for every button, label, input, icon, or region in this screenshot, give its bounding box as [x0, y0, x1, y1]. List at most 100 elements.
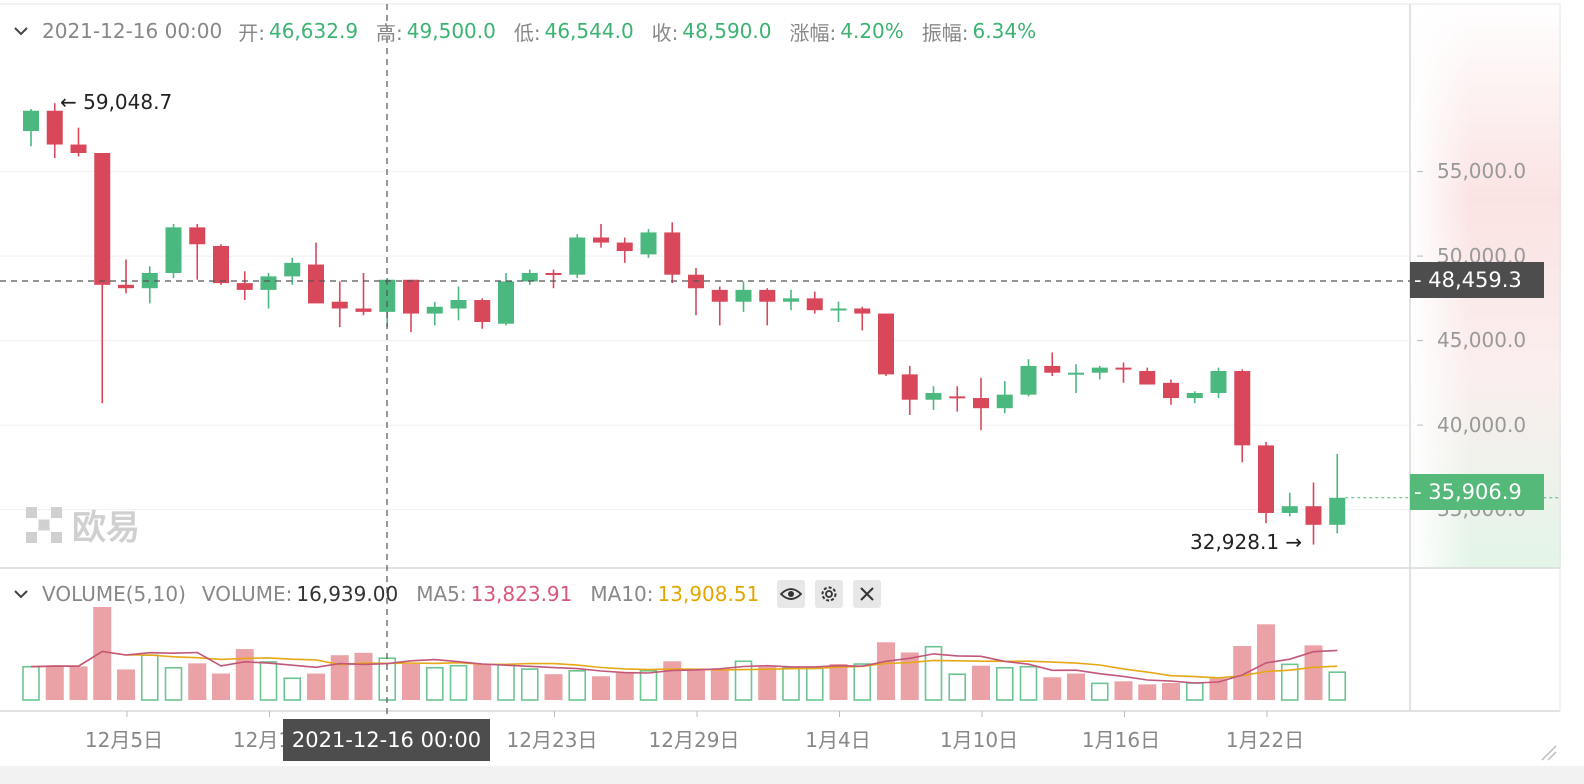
amplitude-value: 6.34% [972, 19, 1037, 43]
volume-bar [948, 673, 967, 701]
volume-bar [1114, 681, 1133, 700]
okx-logo-icon [26, 506, 62, 543]
volume-bar [544, 674, 563, 700]
watermark-text: 欧易 [72, 508, 140, 548]
candle-body [284, 262, 301, 277]
gear-icon[interactable] [815, 580, 844, 608]
candle-body [426, 306, 443, 314]
volume-bar [330, 655, 349, 700]
low-extreme-label: 32,928.1 → [1190, 530, 1303, 554]
candle-body [664, 232, 681, 275]
high-extreme-label: ← 59,048.7 [60, 90, 173, 114]
candle-body [735, 289, 752, 302]
candle-body [783, 298, 799, 302]
candle-body [403, 279, 419, 314]
candle-body [23, 110, 39, 132]
volume-bar [710, 670, 729, 700]
change-label: 涨幅: [789, 20, 837, 45]
volume-bar [829, 664, 848, 700]
volume-bar [164, 666, 183, 701]
volume-bar [1043, 677, 1062, 700]
candle-body [213, 245, 229, 284]
candle-body [1091, 367, 1108, 373]
y-tick-label: 45,000.0 [1437, 328, 1527, 352]
volume-bar [473, 664, 492, 700]
candle-body [1305, 506, 1322, 525]
volume-bar [93, 607, 112, 700]
candle-body [189, 227, 206, 245]
y-tick-label: 55,000.0 [1437, 159, 1527, 183]
volume-bar [45, 665, 64, 700]
volume-bar [734, 660, 753, 701]
volume-bar [1185, 682, 1204, 701]
candle-body [711, 289, 728, 302]
chevron-down-icon[interactable] [10, 589, 32, 599]
candle-body [308, 264, 324, 304]
volume-bar [425, 666, 444, 701]
candle-body [521, 272, 538, 282]
volume-bar [1328, 671, 1347, 701]
candle-body [1139, 371, 1156, 385]
volume-bar [1280, 663, 1299, 701]
volume-bar [615, 672, 634, 700]
candle-body [569, 237, 586, 275]
candle-body [996, 394, 1013, 409]
volume-bar [117, 669, 135, 700]
candle-body [1163, 382, 1179, 399]
volume-bar [568, 670, 587, 701]
ma5-value: 13,823.91 [470, 582, 573, 606]
x-tick-label: 12月29日 [648, 728, 740, 752]
volume-bar [69, 666, 88, 700]
low-label: 低: [513, 20, 541, 45]
candle-body [70, 144, 87, 153]
volume-bar [402, 664, 420, 700]
volume-bar [1138, 684, 1157, 700]
candle-body [331, 301, 348, 309]
chevron-down-icon[interactable] [10, 26, 32, 36]
candle-body [450, 300, 467, 309]
volume-bar [758, 666, 777, 700]
eye-icon[interactable] [777, 580, 806, 608]
ohlc-header: 2021-12-16 00:00 开: 46,632.9 高: 49,500.0… [10, 16, 1054, 46]
x-tick-label: 1月10日 [939, 728, 1019, 752]
x-tick-label: 1月16日 [1081, 728, 1161, 752]
candle-body [141, 272, 158, 289]
candle-body [973, 398, 989, 409]
volume-bar [212, 673, 230, 700]
x-tick-label: 1月4日 [805, 728, 871, 752]
candle-body [1329, 497, 1346, 525]
ma10-value: 13,908.51 [657, 582, 760, 606]
candle-body [355, 308, 372, 312]
volume-bar [1090, 682, 1109, 701]
close-icon[interactable] [853, 580, 882, 608]
candle-body [593, 237, 609, 243]
volume-bar [235, 649, 254, 700]
candle-body [949, 396, 966, 399]
volume-bar [449, 664, 468, 701]
low-value: 46,544.0 [544, 19, 634, 43]
candle-body [165, 227, 182, 273]
candle-body [830, 308, 847, 311]
volume-bar [307, 673, 325, 700]
change-value: 4.20% [840, 19, 904, 43]
ma10-line [30, 650, 1338, 679]
candle-body [1281, 506, 1298, 513]
volume-label: VOLUME: [201, 582, 293, 606]
crosshair-date-label: 2021-12-16 00:00 [283, 719, 490, 761]
candle-body [498, 281, 514, 324]
volume-value: 16,939.00 [296, 582, 399, 606]
candle-body [901, 374, 918, 400]
candle-body [878, 313, 894, 375]
candle-body [925, 392, 942, 400]
volume-bar [1067, 673, 1085, 700]
y-tick-label: 40,000.0 [1437, 413, 1527, 437]
candle-body [46, 110, 63, 145]
volume-bar [354, 652, 373, 700]
volume-bar [1304, 645, 1323, 700]
volume-bar [1233, 646, 1252, 700]
candle-body [1020, 365, 1037, 395]
resize-handle-icon[interactable] [1538, 742, 1558, 762]
ma5-label: MA5: [416, 582, 467, 606]
volume-bar [995, 666, 1014, 701]
